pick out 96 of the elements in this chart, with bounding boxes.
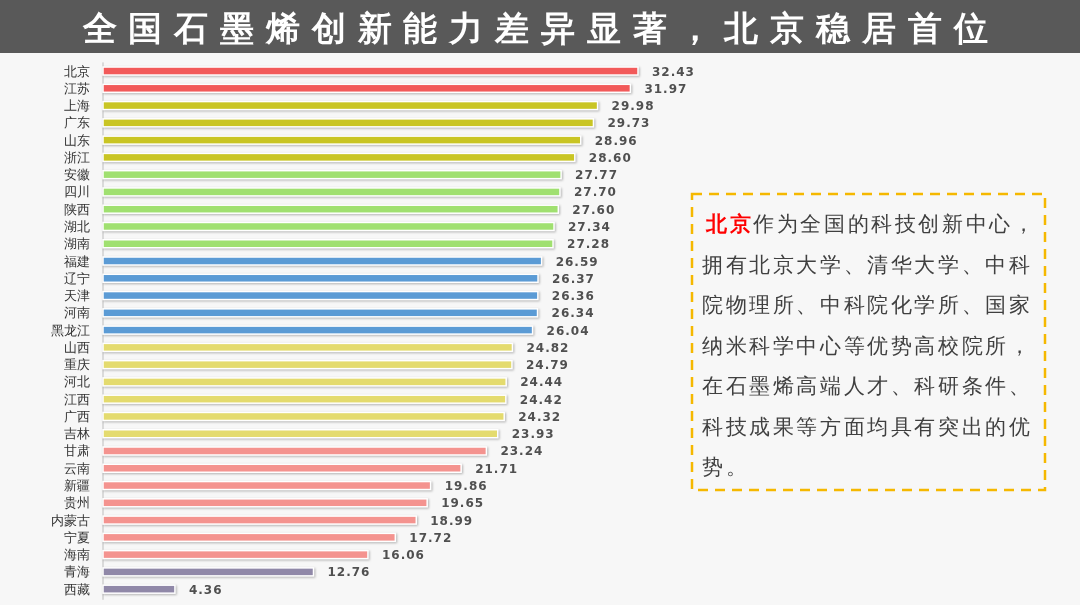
y-tick-label: 吉林 — [64, 426, 90, 442]
data-label: 23.93 — [511, 427, 555, 442]
y-tick-label: 山东 — [64, 132, 90, 148]
bar — [102, 152, 576, 163]
title: 全国石墨烯创新能力差异显著，北京稳居首位 — [0, 0, 1080, 53]
data-label: 27.77 — [575, 168, 619, 183]
bar — [102, 256, 543, 266]
bar — [102, 100, 599, 111]
y-tick-label: 西藏 — [64, 581, 90, 597]
y-tick-label: 河南 — [64, 305, 90, 321]
bar — [102, 377, 507, 387]
y-tick-label: 内蒙古 — [51, 512, 90, 528]
y-tick-label: 上海 — [64, 98, 90, 114]
y-tick-label: 广东 — [64, 115, 90, 131]
data-label: 23.24 — [500, 444, 544, 459]
y-tick-label: 广西 — [64, 408, 90, 424]
y-tick-label: 重庆 — [64, 357, 90, 373]
bar — [102, 83, 632, 94]
bar — [102, 446, 488, 456]
y-tick-label: 新疆 — [64, 478, 90, 494]
y-tick-label: 福建 — [64, 253, 90, 269]
bar — [102, 308, 539, 318]
data-label: 26.04 — [546, 323, 590, 338]
data-label: 26.59 — [555, 254, 599, 269]
y-tick-label: 浙江 — [64, 149, 90, 165]
y-tick-label: 青海 — [64, 564, 90, 580]
bar — [102, 204, 560, 214]
bar — [102, 169, 562, 180]
y-tick-label: 湖南 — [64, 236, 90, 252]
bar — [102, 567, 315, 577]
bar — [102, 394, 507, 404]
y-tick-label: 辽宁 — [64, 270, 90, 286]
data-label: 16.06 — [381, 548, 425, 563]
y-tick-label: 黑龙江 — [51, 322, 90, 338]
bar — [102, 325, 534, 335]
bar — [102, 66, 639, 76]
y-tick-label: 四川 — [64, 184, 90, 200]
data-label: 28.96 — [594, 133, 638, 148]
data-label: 27.70 — [573, 185, 617, 200]
bar — [102, 532, 397, 543]
bar — [102, 498, 428, 508]
y-tick-label: 江西 — [64, 391, 90, 407]
y-tick-label: 天津 — [64, 288, 90, 304]
data-label: 19.65 — [441, 496, 485, 511]
bar — [102, 273, 539, 284]
data-label: 29.73 — [607, 116, 651, 131]
data-label: 24.32 — [518, 409, 562, 424]
y-tick-label: 湖北 — [64, 218, 90, 234]
bar — [102, 549, 369, 560]
data-label: 26.36 — [551, 289, 595, 304]
chart-title: 全国石墨烯创新能力差异显著，北京稳居首位 — [81, 8, 988, 48]
data-label: 29.98 — [611, 99, 655, 114]
bar — [102, 290, 539, 301]
bar — [102, 463, 462, 474]
y-tick-label: 山西 — [64, 339, 90, 355]
data-label: 31.97 — [644, 81, 688, 96]
data-label: 24.82 — [526, 340, 570, 355]
y-tick-label: 江苏 — [64, 80, 90, 96]
data-label: 27.34 — [568, 219, 611, 234]
y-tick-label: 安徽 — [64, 167, 90, 183]
y-tick-label: 海南 — [64, 547, 90, 563]
data-label: 18.99 — [430, 513, 474, 528]
data-label: 12.76 — [327, 565, 371, 580]
y-tick-label: 陕西 — [64, 201, 90, 217]
y-tick-label: 云南 — [64, 460, 90, 476]
bar — [102, 239, 554, 249]
data-label: 27.60 — [572, 202, 616, 217]
data-label: 17.72 — [409, 530, 453, 545]
y-tick-label: 河北 — [64, 374, 90, 390]
bar — [102, 135, 582, 145]
data-label: 28.60 — [588, 150, 632, 165]
y-tick-label: 宁夏 — [64, 529, 90, 545]
y-tick-label: 甘肃 — [64, 443, 90, 459]
bar — [102, 342, 514, 353]
bar — [102, 515, 418, 525]
bar — [102, 221, 555, 232]
bar — [102, 187, 561, 197]
bar — [102, 411, 505, 422]
data-label: 26.34 — [551, 306, 595, 321]
bar — [102, 359, 513, 370]
data-label: 26.37 — [552, 271, 595, 286]
y-tick-label: 贵州 — [64, 495, 90, 511]
data-label: 19.86 — [444, 479, 488, 494]
bar — [102, 428, 499, 439]
data-label: 27.28 — [567, 237, 611, 252]
bar — [102, 118, 595, 128]
data-label: 32.43 — [652, 64, 695, 79]
bar — [102, 584, 176, 594]
data-label: 24.42 — [519, 392, 563, 407]
y-tick-label: 北京 — [64, 63, 90, 79]
bar — [102, 480, 432, 491]
data-label: 4.36 — [188, 582, 223, 597]
data-label: 21.71 — [475, 461, 519, 476]
data-label: 24.44 — [520, 375, 564, 390]
data-label: 24.79 — [525, 358, 569, 373]
text: 北京作为全国的科技创新中心，拥有北京大学、清华大学、中科院物理所、中科院化学所、国家纳米科学中心等优势高校院所，在石墨烯高端人才、科研条件、科技成果等方面均具有突出的优势。 — [702, 212, 1037, 479]
